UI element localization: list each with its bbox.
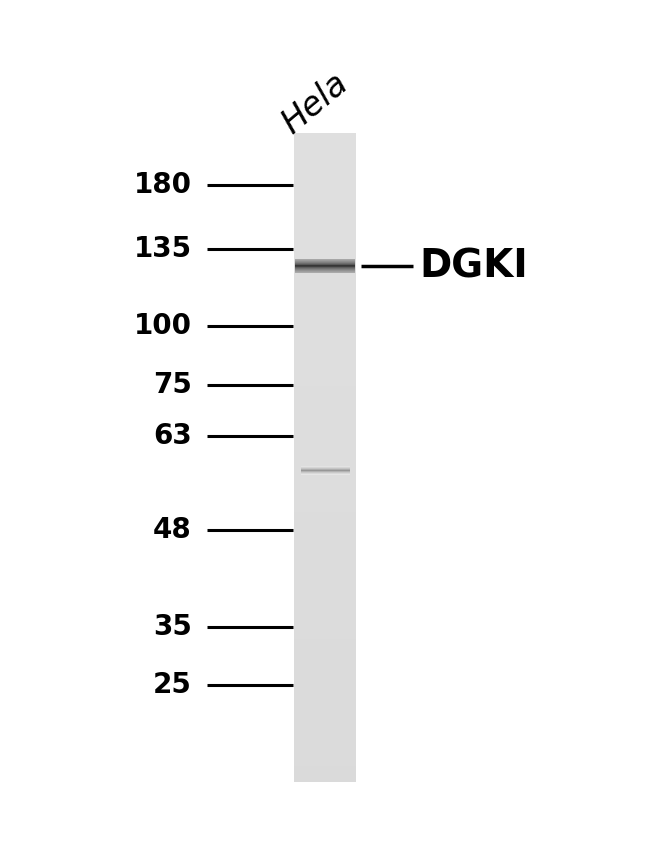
Text: 135: 135 [134,235,192,263]
Text: Hela: Hela [275,66,354,140]
Text: DGKI: DGKI [419,247,528,285]
Text: 180: 180 [134,171,192,198]
Text: 25: 25 [153,672,192,699]
Text: 63: 63 [153,423,192,450]
Text: 75: 75 [153,371,192,399]
Text: 100: 100 [134,313,192,340]
Text: 35: 35 [153,613,192,641]
Text: 48: 48 [153,516,192,544]
